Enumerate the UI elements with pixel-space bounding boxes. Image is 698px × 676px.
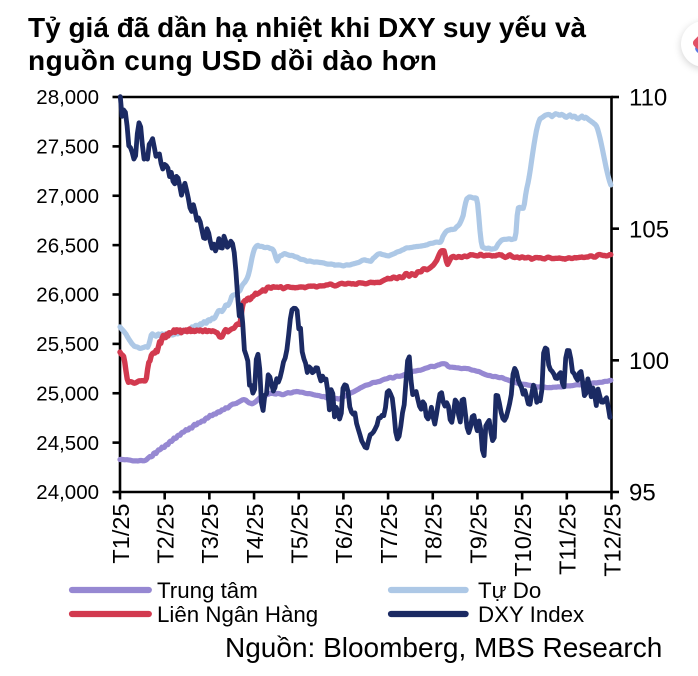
svg-text:25,500: 25,500	[36, 333, 99, 356]
svg-text:T3/25: T3/25	[197, 504, 223, 564]
svg-text:T4/25: T4/25	[242, 504, 268, 564]
svg-text:26,000: 26,000	[36, 284, 99, 307]
svg-text:24,500: 24,500	[36, 432, 99, 455]
svg-text:T10/25: T10/25	[510, 504, 536, 577]
svg-text:T12/25: T12/25	[599, 504, 625, 577]
svg-text:T5/25: T5/25	[287, 504, 313, 564]
svg-text:28,000: 28,000	[36, 86, 99, 109]
svg-text:T6/25: T6/25	[331, 504, 357, 564]
svg-text:Liên Ngân Hàng: Liên Ngân Hàng	[157, 602, 318, 627]
svg-text:T2/25: T2/25	[153, 504, 179, 564]
svg-text:25,000: 25,000	[36, 382, 99, 405]
svg-text:T1/25: T1/25	[108, 504, 134, 564]
svg-text:Tự Do: Tự Do	[478, 578, 541, 603]
svg-text:T9/25: T9/25	[465, 504, 491, 564]
svg-text:110: 110	[629, 85, 667, 112]
svg-text:27,000: 27,000	[36, 185, 99, 208]
svg-text:DXY Index: DXY Index	[478, 602, 584, 627]
svg-text:Trung tâm: Trung tâm	[157, 578, 258, 603]
svg-text:T8/25: T8/25	[421, 504, 447, 564]
svg-text:T11/25: T11/25	[555, 504, 581, 575]
svg-text:Nguồn: Bloomberg, MBS Research: Nguồn: Bloomberg, MBS Research	[225, 632, 662, 663]
svg-text:95: 95	[629, 480, 656, 507]
svg-text:27,500: 27,500	[36, 136, 99, 159]
svg-text:105: 105	[629, 216, 669, 243]
svg-text:100: 100	[629, 348, 669, 375]
svg-text:26,500: 26,500	[36, 234, 99, 257]
svg-text:24,000: 24,000	[36, 481, 99, 504]
svg-text:T7/25: T7/25	[376, 504, 402, 564]
